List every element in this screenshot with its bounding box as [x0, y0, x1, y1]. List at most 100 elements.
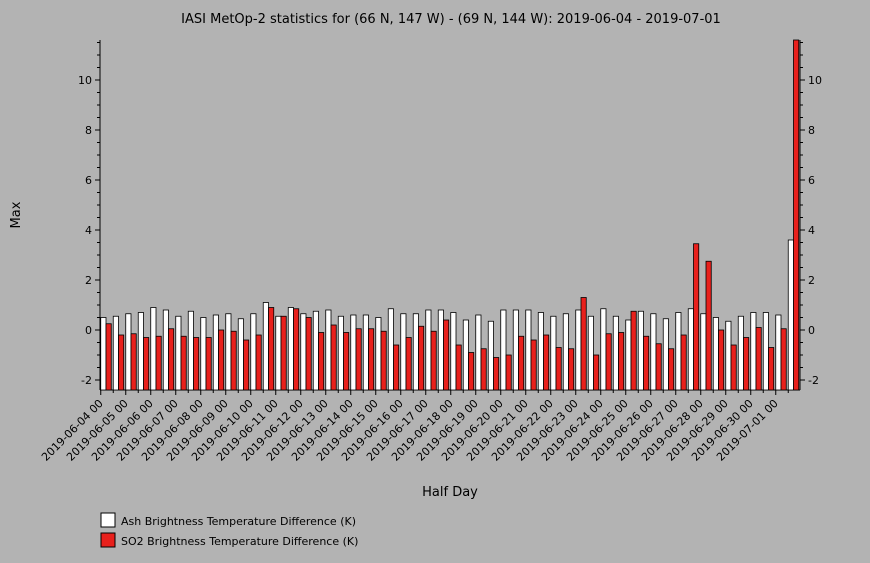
bar-so2: [243, 339, 250, 391]
bar-ash: [125, 313, 132, 391]
bar-ash: [587, 315, 594, 391]
bar-ash: [287, 307, 294, 391]
bar-ash: [312, 310, 319, 391]
y-axis-label: Max: [9, 201, 24, 228]
bar-so2: [643, 335, 650, 391]
bar-ash: [437, 309, 444, 391]
bar-ash: [137, 312, 144, 391]
y-tick-label: 4: [85, 224, 92, 237]
bar-ash: [100, 317, 107, 391]
bar-so2: [743, 337, 750, 391]
bar-so2: [555, 347, 562, 391]
legend: Ash Brightness Temperature Difference (K…: [100, 512, 358, 548]
bar-so2: [218, 329, 225, 391]
bar-ash: [400, 313, 407, 391]
bar-ash: [387, 308, 394, 391]
bar-ash: [512, 309, 519, 391]
bar-so2: [155, 335, 162, 391]
bar-so2: [343, 332, 350, 391]
bar-so2: [380, 330, 387, 391]
bar-so2: [755, 327, 762, 391]
bar-so2: [430, 330, 437, 391]
bar-ash: [362, 314, 369, 391]
bar-ash: [787, 239, 794, 391]
bar-ash: [212, 314, 219, 391]
bar-so2: [793, 39, 800, 391]
bar-ash: [762, 312, 769, 391]
bar-so2: [355, 328, 362, 391]
bar-so2: [780, 328, 787, 391]
bar-ash: [525, 309, 532, 391]
y-tick-label: -2: [81, 374, 92, 387]
bar-so2: [393, 344, 400, 391]
legend-label-ash: Ash Brightness Temperature Difference (K…: [121, 515, 356, 528]
bar-ash: [500, 309, 507, 391]
bar-ash: [300, 313, 307, 391]
bar-so2: [268, 307, 275, 391]
y-tick-label: 8: [85, 124, 92, 137]
bar-so2: [480, 348, 487, 391]
bar-ash: [725, 320, 732, 391]
bar-so2: [443, 319, 450, 391]
bar-so2: [693, 243, 700, 391]
y-tick-label: 6: [85, 174, 92, 187]
bar-so2: [530, 339, 537, 391]
bar-so2: [618, 332, 625, 391]
legend-label-so2: SO2 Brightness Temperature Difference (K…: [121, 535, 358, 548]
y-tick-label-right: 10: [808, 74, 822, 87]
bar-so2: [505, 354, 512, 391]
y-tick-label-right: 8: [808, 124, 815, 137]
bar-ash: [350, 314, 357, 391]
bar-ash: [325, 309, 332, 391]
bar-so2: [718, 329, 725, 391]
bar-so2: [280, 315, 287, 391]
bar-ash: [475, 314, 482, 391]
y-tick-label-right: -2: [808, 374, 819, 387]
bar-so2: [605, 333, 612, 391]
bar-so2: [368, 328, 375, 391]
bar-ash: [175, 315, 182, 391]
bar-so2: [768, 347, 775, 391]
bar-so2: [105, 323, 112, 391]
bar-ash: [150, 307, 157, 391]
bar-so2: [168, 328, 175, 391]
bar-so2: [655, 343, 662, 391]
bar-ash: [700, 313, 707, 391]
bar-ash: [425, 309, 432, 391]
bar-so2: [230, 330, 237, 391]
bar-ash: [250, 313, 257, 391]
bar-so2: [630, 310, 637, 391]
bar-ash: [412, 313, 419, 391]
bar-ash: [200, 317, 207, 391]
bar-so2: [293, 308, 300, 391]
bar-ash: [337, 315, 344, 391]
y-tick-label: 0: [85, 324, 92, 337]
bar-so2: [180, 335, 187, 391]
bar-ash: [237, 318, 244, 391]
bar-ash: [162, 309, 169, 391]
bar-ash: [225, 313, 232, 391]
bar-so2: [405, 337, 412, 391]
bar-so2: [568, 348, 575, 391]
bar-ash: [637, 310, 644, 391]
bar-ash: [687, 308, 694, 391]
bar-so2: [143, 337, 150, 391]
bar-ash: [562, 313, 569, 391]
bar-so2: [455, 344, 462, 391]
bar-ash: [750, 312, 757, 391]
bar-ash: [537, 312, 544, 391]
bar-ash: [375, 317, 382, 391]
bar-so2: [493, 357, 500, 391]
bar-ash: [262, 302, 269, 391]
bar-ash: [612, 315, 619, 391]
bar-ash: [662, 318, 669, 391]
bar-ash: [775, 314, 782, 391]
y-tick-label: 10: [78, 74, 92, 87]
bar-ash: [487, 320, 494, 391]
legend-swatch-so2: [100, 532, 116, 548]
bar-so2: [543, 334, 550, 391]
bar-ash: [112, 315, 119, 391]
bar-ash: [625, 319, 632, 391]
